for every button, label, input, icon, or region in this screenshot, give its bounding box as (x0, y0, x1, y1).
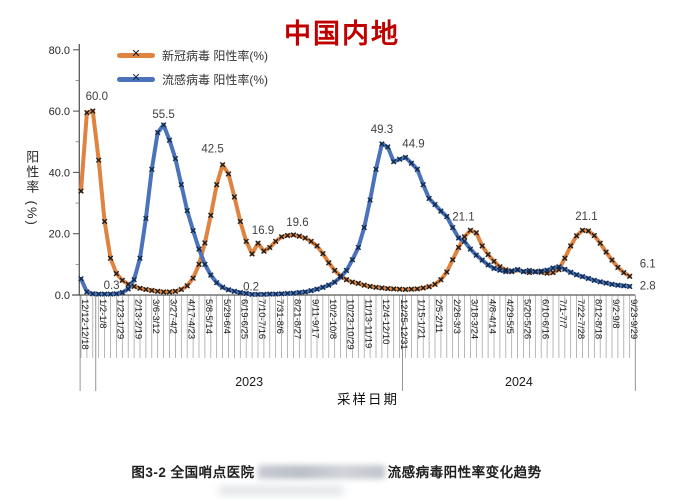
x-tick-label: 4/8-4/14 (486, 299, 497, 334)
x-tick-label: 7/22-7/28 (575, 299, 586, 339)
x-tick-label: 4/17-4/23 (185, 299, 196, 339)
year-label: 2024 (505, 375, 533, 389)
x-tick-label: 7/10-7/16 (256, 299, 267, 339)
year-label: 2023 (235, 375, 263, 389)
data-point-label: 0.3 (104, 280, 120, 292)
legend: ✕ 新冠病毒 阳性率(%) ✕ 流感病毒 阳性率(%) (117, 43, 268, 91)
y-tick-label: 20.0 (49, 229, 70, 241)
x-axis-title: 采样日期 (337, 392, 399, 407)
x-tick-label: 3/18-3/24 (469, 299, 480, 339)
caption-smudge (218, 486, 344, 495)
x-tick-label: 9/2-9/8 (610, 299, 621, 329)
x-tick-label: 7/1-7/7 (557, 299, 568, 329)
caption-prefix: 图3-2 全国哨点医院 (131, 465, 255, 480)
x-marker-icon: ✕ (131, 48, 141, 61)
data-point-label: 55.5 (152, 109, 174, 121)
y-tick-label: 0.0 (55, 290, 70, 302)
x-tick-label: 10/2-10/8 (327, 299, 338, 339)
x-tick-label: 2/13-2/19 (132, 299, 143, 339)
axes (72, 44, 636, 296)
chart-plot: 0.0 20.0 40.0 60.0 80.0 12/12-12/18 1/2-1/8 1/2… (49, 44, 656, 407)
x-tick-label: 1/2-1/8 (97, 299, 108, 329)
legend-label-covid: 新冠病毒 阳性率(%) (162, 48, 268, 63)
year-labels: 2023 2024 (235, 375, 533, 389)
x-week-ticks (80, 295, 631, 358)
x-tick-label: 3/27-4/2 (168, 299, 179, 334)
x-tick-label: 6/10-6/16 (539, 299, 550, 339)
x-tick-label: 5/29-6/4 (221, 299, 232, 334)
data-point-label: 2.8 (640, 280, 656, 292)
x-tick-label: 12/25-12/31 (398, 299, 409, 350)
chart-title: 中国内地 (284, 19, 400, 49)
y-axis-title-text: 阳性率 (24, 150, 40, 195)
y-tick-label: 60.0 (49, 106, 70, 118)
x-tick-label: 5/8-5/14 (203, 299, 214, 334)
redacted-text (257, 465, 385, 479)
flu-series-markers (78, 122, 633, 298)
x-tick-label: 9/11-9/17 (309, 299, 320, 338)
y-axis-title: 阳性率 (%) (24, 150, 40, 227)
x-tick-label: 2/5-2/11 (433, 299, 444, 333)
caption-suffix: 流感病毒阳性率变化趋势 (387, 465, 542, 480)
x-tick-labels: 12/12-12/18 1/2-1/8 1/23-1/29 2/13-2/19 3/6-… (79, 299, 639, 350)
data-labels: 60.0 0.3 55.5 42.5 0.2 16.9 19.6 49.3 44.9 21.1 21… (86, 91, 656, 293)
x-tick-label: 7/31-8/6 (274, 299, 285, 334)
x-tick-label: 1/23-1/29 (115, 299, 126, 339)
legend-item-flu: ✕ 流感病毒 阳性率(%) (117, 67, 268, 91)
x-tick-label: 11/13-11/19 (362, 299, 373, 348)
data-point-label: 19.6 (286, 217, 308, 229)
x-tick-label: 4/29-5/5 (504, 299, 515, 334)
flu-line-swatch: ✕ (117, 73, 155, 84)
data-point-label: 6.1 (640, 258, 656, 270)
x-tick-label: 6/19-6/25 (239, 299, 250, 339)
x-tick-label: 12/12-12/18 (79, 299, 90, 350)
y-tick-label: 40.0 (49, 167, 70, 179)
x-tick-label: 8/12-8/18 (593, 299, 604, 339)
y-axis-unit: (%) (24, 200, 40, 227)
data-point-label: 49.3 (371, 124, 393, 136)
x-tick-label: 1/15-1/21 (416, 299, 427, 339)
x-axis-title-g: 采样日期 (337, 392, 399, 407)
y-tick-label: 80.0 (49, 45, 70, 57)
covid-series-line (79, 109, 632, 294)
data-point-label: 42.5 (201, 144, 223, 156)
figure-caption: 图3-2 全国哨点医院 流感病毒阳性率变化趋势 (0, 461, 673, 481)
x-tick-label: 10/23-10/29 (345, 299, 356, 350)
x-marker-icon: ✕ (131, 72, 141, 85)
data-point-label: 21.1 (575, 211, 597, 223)
legend-label-flu: 流感病毒 阳性率(%) (162, 72, 268, 87)
covid-series-markers (78, 108, 633, 295)
legend-item-covid: ✕ 新冠病毒 阳性率(%) (117, 43, 268, 67)
data-point-label: 44.9 (402, 138, 424, 150)
x-tick-label: 3/6-3/12 (150, 299, 161, 334)
x-tick-label: 8/21-8/27 (292, 299, 303, 339)
flu-series-line (79, 122, 632, 297)
data-point-label: 60.0 (86, 91, 108, 103)
data-point-label: 21.1 (452, 211, 474, 223)
x-tick-label: 12/4-12/10 (380, 299, 391, 344)
y-axis-ticks: 0.0 20.0 40.0 60.0 80.0 (49, 45, 80, 302)
data-point-label: 16.9 (252, 225, 274, 237)
x-tick-label: 5/20-5/26 (522, 299, 533, 339)
year-separators (79, 295, 636, 391)
covid-line-swatch: ✕ (117, 49, 155, 60)
data-point-label: 0.2 (243, 281, 259, 293)
x-tick-label: 9/23-9/29 (628, 299, 639, 339)
x-tick-label: 2/26-3/3 (451, 299, 462, 334)
